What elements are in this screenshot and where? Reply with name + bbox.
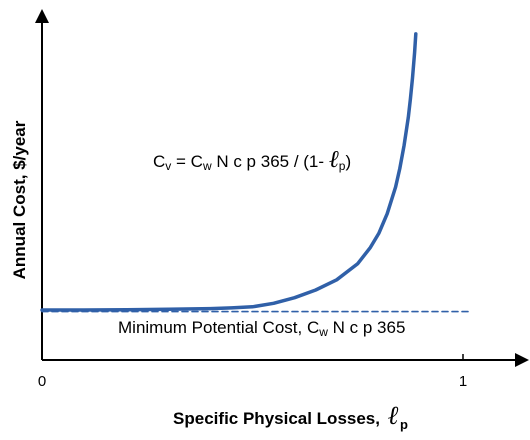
cost-curve-line bbox=[40, 32, 418, 312]
y-axis-label: Annual Cost, $/year bbox=[10, 120, 29, 279]
x-tick-label-0: 0 bbox=[38, 373, 46, 390]
annotation-text: C bbox=[153, 152, 165, 171]
annotation-text: N c p 365 bbox=[328, 318, 406, 337]
minimum-cost-annotation: Minimum Potential Cost, Cw N c p 365 bbox=[118, 318, 405, 339]
annotation-text: ) bbox=[345, 152, 351, 171]
curve-equation-annotation: Cv = Cw N c p 365 / (1- ℓp) bbox=[153, 145, 351, 173]
x-axis-ell-subscript: p bbox=[400, 417, 408, 432]
x-tick-label-1: 1 bbox=[459, 373, 467, 390]
annotation-subscript: w bbox=[202, 159, 212, 173]
x-axis-label: Specific Physical Losses, bbox=[173, 409, 380, 428]
annotation-text: Minimum Potential Cost, C bbox=[118, 318, 319, 337]
annotation-subscript: v bbox=[165, 159, 171, 173]
x-axis-title: Specific Physical Losses, ℓ p bbox=[173, 401, 408, 432]
annotation-text: N c p 365 / (1- bbox=[212, 152, 329, 171]
x-axis-ell-symbol: ℓ bbox=[388, 401, 399, 431]
annotation-ell-symbol: ℓ bbox=[329, 145, 339, 173]
annotation-text: = C bbox=[171, 152, 203, 171]
annotation-subscript: w bbox=[318, 325, 328, 339]
series-layer bbox=[40, 32, 472, 313]
annotation-subscript: p bbox=[339, 159, 346, 173]
